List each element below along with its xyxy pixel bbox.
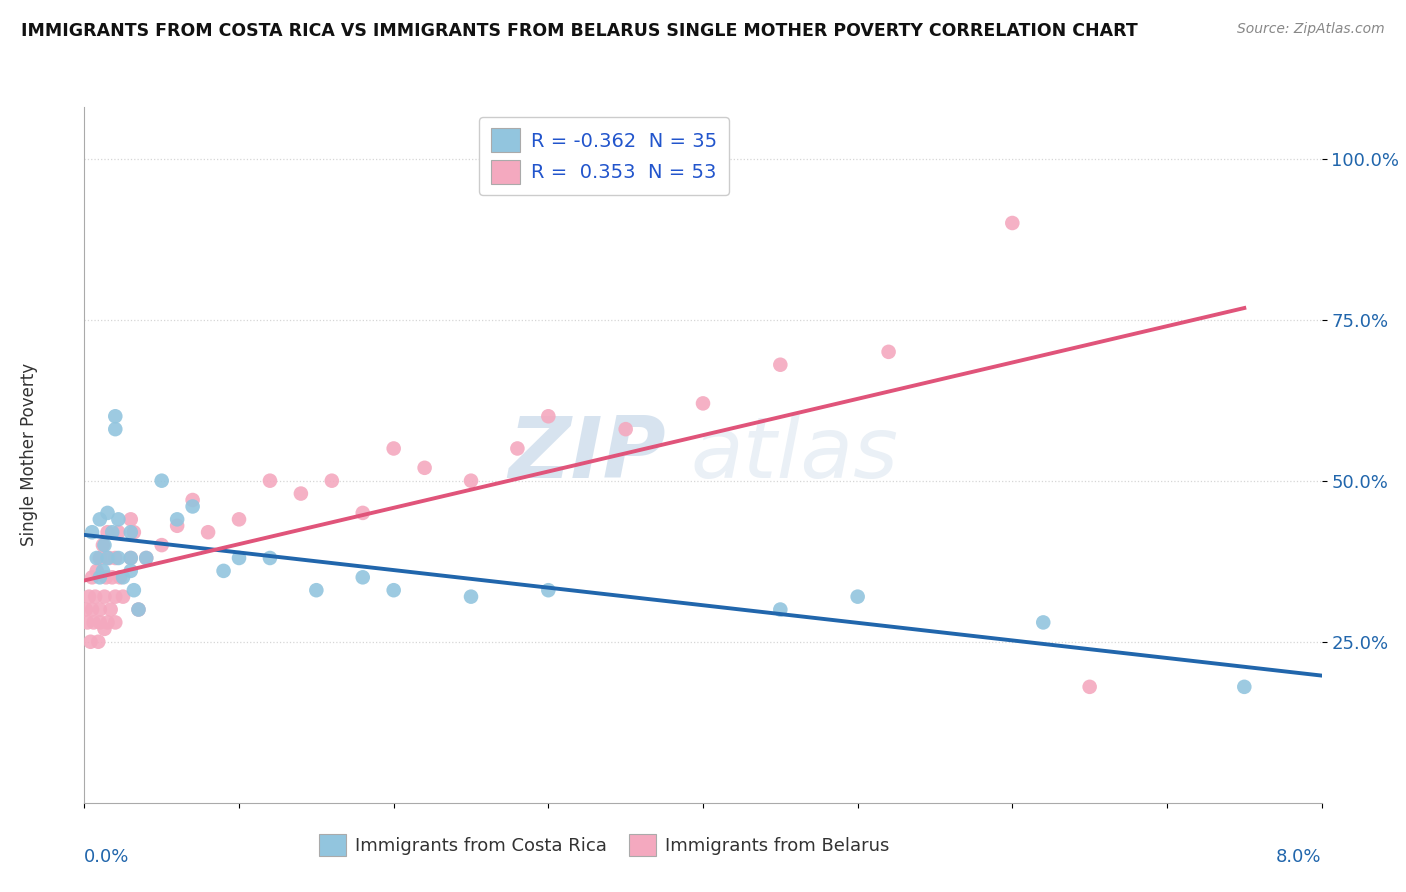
Point <box>413 460 436 475</box>
Point <box>100 602 122 616</box>
Point <box>96 615 118 630</box>
Point <box>150 474 173 488</box>
Point <box>91 538 114 552</box>
Point <box>537 409 560 424</box>
Point <box>197 525 219 540</box>
Point <box>107 551 129 566</box>
Point <box>77 590 100 604</box>
Point <box>108 570 131 584</box>
Point <box>120 551 142 566</box>
Point <box>104 615 127 630</box>
Point <box>96 525 118 540</box>
Point <box>83 615 105 630</box>
Point <box>112 570 135 584</box>
Point <box>122 583 145 598</box>
Point <box>120 564 142 578</box>
Point <box>614 422 637 436</box>
Point <box>1001 216 1024 230</box>
Point <box>89 615 111 630</box>
Point <box>1078 680 1101 694</box>
Point <box>352 570 374 584</box>
Point <box>75 602 97 616</box>
Text: Source: ZipAtlas.com: Source: ZipAtlas.com <box>1237 22 1385 37</box>
Point <box>104 551 127 566</box>
Point <box>89 551 111 566</box>
Point <box>1233 680 1256 694</box>
Point <box>212 564 235 578</box>
Point <box>104 409 127 424</box>
Point <box>98 551 121 566</box>
Text: atlas: atlas <box>690 413 898 497</box>
Point <box>96 551 118 566</box>
Text: ZIP: ZIP <box>508 413 666 497</box>
Point <box>82 570 104 584</box>
Point <box>846 590 869 604</box>
Point <box>82 525 104 540</box>
Point <box>181 493 204 508</box>
Point <box>86 564 108 578</box>
Point <box>101 570 124 584</box>
Point <box>305 583 328 598</box>
Point <box>89 602 111 616</box>
Text: Single Mother Poverty: Single Mother Poverty <box>20 363 38 547</box>
Point <box>101 525 124 540</box>
Point <box>107 525 129 540</box>
Point <box>120 551 142 566</box>
Point <box>93 590 115 604</box>
Point <box>321 474 343 488</box>
Text: 8.0%: 8.0% <box>1277 848 1322 866</box>
Point <box>91 564 114 578</box>
Point <box>166 518 188 533</box>
Point <box>181 500 204 514</box>
Point <box>120 512 142 526</box>
Point <box>352 506 374 520</box>
Point <box>259 551 281 566</box>
Point <box>259 474 281 488</box>
Point <box>84 590 107 604</box>
Point <box>135 551 157 566</box>
Point <box>692 396 714 410</box>
Point <box>769 602 792 616</box>
Point <box>89 570 111 584</box>
Point <box>460 590 482 604</box>
Point <box>96 506 118 520</box>
Point <box>76 615 98 630</box>
Text: 0.0%: 0.0% <box>84 848 129 866</box>
Point <box>506 442 529 456</box>
Point <box>104 590 127 604</box>
Point <box>89 512 111 526</box>
Point <box>93 622 115 636</box>
Point <box>769 358 792 372</box>
Point <box>135 551 157 566</box>
Point <box>104 422 127 436</box>
Point <box>382 442 405 456</box>
Point <box>112 590 135 604</box>
Point <box>290 486 312 500</box>
Point <box>537 583 560 598</box>
Point <box>94 570 117 584</box>
Point <box>228 512 250 526</box>
Point <box>150 538 173 552</box>
Point <box>228 551 250 566</box>
Point <box>82 602 104 616</box>
Point <box>877 344 900 359</box>
Point <box>127 602 149 616</box>
Point <box>382 583 405 598</box>
Point <box>107 512 129 526</box>
Legend: Immigrants from Costa Rica, Immigrants from Belarus: Immigrants from Costa Rica, Immigrants f… <box>312 827 896 863</box>
Point <box>460 474 482 488</box>
Point <box>93 538 115 552</box>
Point <box>87 634 110 648</box>
Point <box>86 551 108 566</box>
Point <box>79 634 101 648</box>
Point <box>120 525 142 540</box>
Point <box>1032 615 1054 630</box>
Point <box>122 525 145 540</box>
Point <box>166 512 188 526</box>
Point <box>127 602 149 616</box>
Text: IMMIGRANTS FROM COSTA RICA VS IMMIGRANTS FROM BELARUS SINGLE MOTHER POVERTY CORR: IMMIGRANTS FROM COSTA RICA VS IMMIGRANTS… <box>21 22 1137 40</box>
